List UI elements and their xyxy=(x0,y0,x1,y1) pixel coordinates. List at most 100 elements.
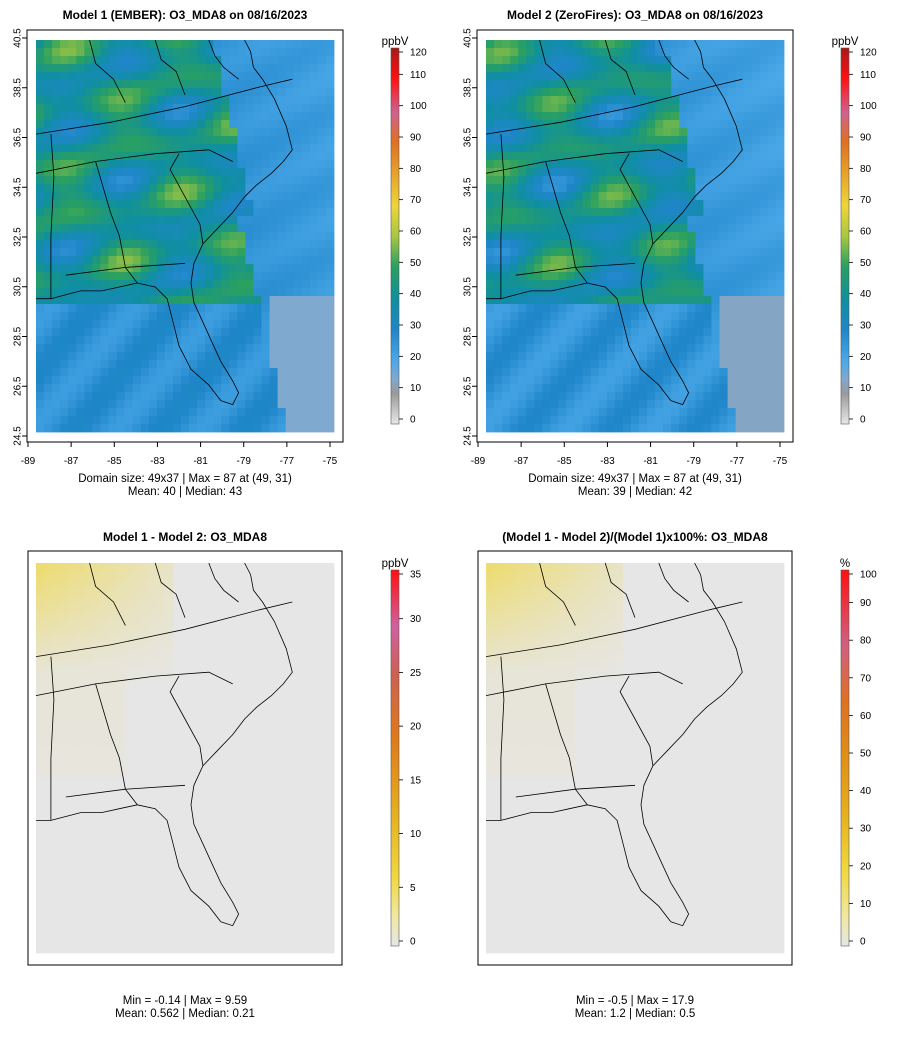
heatmap-cell xyxy=(326,802,334,810)
heatmap-cell xyxy=(526,152,534,160)
heatmap-cell xyxy=(108,818,116,826)
heatmap-cell xyxy=(92,248,100,256)
heatmap-cell xyxy=(728,176,736,184)
heatmap-cell xyxy=(60,168,68,176)
heatmap-cell xyxy=(318,176,326,184)
heatmap-cell xyxy=(108,304,116,312)
heatmap-cell xyxy=(149,611,157,619)
heatmap-cell xyxy=(318,96,326,104)
heatmap-cell xyxy=(647,320,655,328)
heatmap-cell xyxy=(760,88,768,96)
heatmap-cell xyxy=(133,80,141,88)
heatmap-cell xyxy=(294,96,302,104)
heatmap-cell xyxy=(310,571,318,579)
heatmap-cell xyxy=(197,72,205,80)
heatmap-cell xyxy=(92,810,100,818)
heatmap-cell xyxy=(542,280,550,288)
heatmap-cell xyxy=(253,256,261,264)
heatmap-cell xyxy=(326,810,334,818)
heatmap-cell xyxy=(205,698,213,706)
heatmap-cell xyxy=(173,120,181,128)
heatmap-cell xyxy=(615,368,623,376)
heatmap-cell xyxy=(213,120,221,128)
heatmap-cell xyxy=(189,272,197,280)
heatmap-cell xyxy=(173,563,181,571)
heatmap-cell xyxy=(157,818,165,826)
heatmap-cell xyxy=(534,328,542,336)
heatmap-cell xyxy=(44,320,52,328)
heatmap-cell xyxy=(534,248,542,256)
heatmap-cell xyxy=(181,216,189,224)
heatmap-cell xyxy=(607,72,615,80)
heatmap-cell xyxy=(141,754,149,762)
heatmap-cell xyxy=(310,144,318,152)
heatmap-cell xyxy=(294,232,302,240)
colorbar-tick-label: 20 xyxy=(410,352,422,363)
heatmap-cell xyxy=(173,794,181,802)
heatmap-cell xyxy=(278,659,286,667)
y-tick-label: 30.5 xyxy=(13,277,24,297)
heatmap-cell xyxy=(213,424,221,432)
heatmap-cell xyxy=(92,288,100,296)
heatmap-cell xyxy=(575,208,583,216)
heatmap-cell xyxy=(663,216,671,224)
heatmap-cell xyxy=(318,280,326,288)
heatmap-cell xyxy=(52,280,60,288)
heatmap-cell xyxy=(76,651,84,659)
heatmap-cell xyxy=(575,288,583,296)
heatmap-cell xyxy=(550,120,558,128)
heatmap-cell xyxy=(695,384,703,392)
heatmap-cell xyxy=(518,336,526,344)
heatmap-cell xyxy=(302,424,310,432)
heatmap-cell xyxy=(286,160,294,168)
heatmap-cell xyxy=(205,762,213,770)
heatmap-cell xyxy=(165,128,173,136)
heatmap-cell xyxy=(752,376,760,384)
heatmap-cell xyxy=(550,344,558,352)
heatmap-cell xyxy=(117,232,125,240)
heatmap-cell xyxy=(663,168,671,176)
heatmap-cell xyxy=(262,280,270,288)
heatmap-cell xyxy=(149,224,157,232)
heatmap-cell xyxy=(302,88,310,96)
heatmap-cell xyxy=(671,416,679,424)
heatmap-cell xyxy=(752,200,760,208)
heatmap-cell xyxy=(518,112,526,120)
heatmap-cell xyxy=(157,762,165,770)
heatmap-cell xyxy=(68,738,76,746)
heatmap-cell xyxy=(84,160,92,168)
heatmap-cell xyxy=(68,192,76,200)
heatmap-cell xyxy=(44,200,52,208)
heatmap-cell xyxy=(631,200,639,208)
heatmap-cell xyxy=(647,64,655,72)
heatmap-cell xyxy=(76,72,84,80)
heatmap-cell xyxy=(486,216,494,224)
heatmap-cell xyxy=(318,328,326,336)
heatmap-cell xyxy=(703,304,711,312)
heatmap-cell xyxy=(157,80,165,88)
heatmap-cell xyxy=(253,635,261,643)
heatmap-cell xyxy=(125,762,133,770)
heatmap-cell xyxy=(558,48,566,56)
heatmap-cell xyxy=(245,136,253,144)
heatmap-cell xyxy=(36,208,44,216)
heatmap-cell xyxy=(84,424,92,432)
heatmap-cell xyxy=(278,738,286,746)
heatmap-cell xyxy=(141,344,149,352)
heatmap-cell xyxy=(205,88,213,96)
heatmap-cell xyxy=(518,56,526,64)
heatmap-cell xyxy=(76,304,84,312)
heatmap-cell xyxy=(768,224,776,232)
heatmap-cell xyxy=(157,216,165,224)
heatmap-cell xyxy=(510,368,518,376)
heatmap-cell xyxy=(583,336,591,344)
heatmap-cell xyxy=(591,312,599,320)
heatmap-cell xyxy=(639,48,647,56)
heatmap-cell xyxy=(133,722,141,730)
heatmap-cell xyxy=(486,224,494,232)
heatmap-cell xyxy=(744,176,752,184)
heatmap-cell xyxy=(149,320,157,328)
heatmap-cell xyxy=(526,352,534,360)
heatmap-cell xyxy=(526,48,534,56)
heatmap-cell xyxy=(270,216,278,224)
